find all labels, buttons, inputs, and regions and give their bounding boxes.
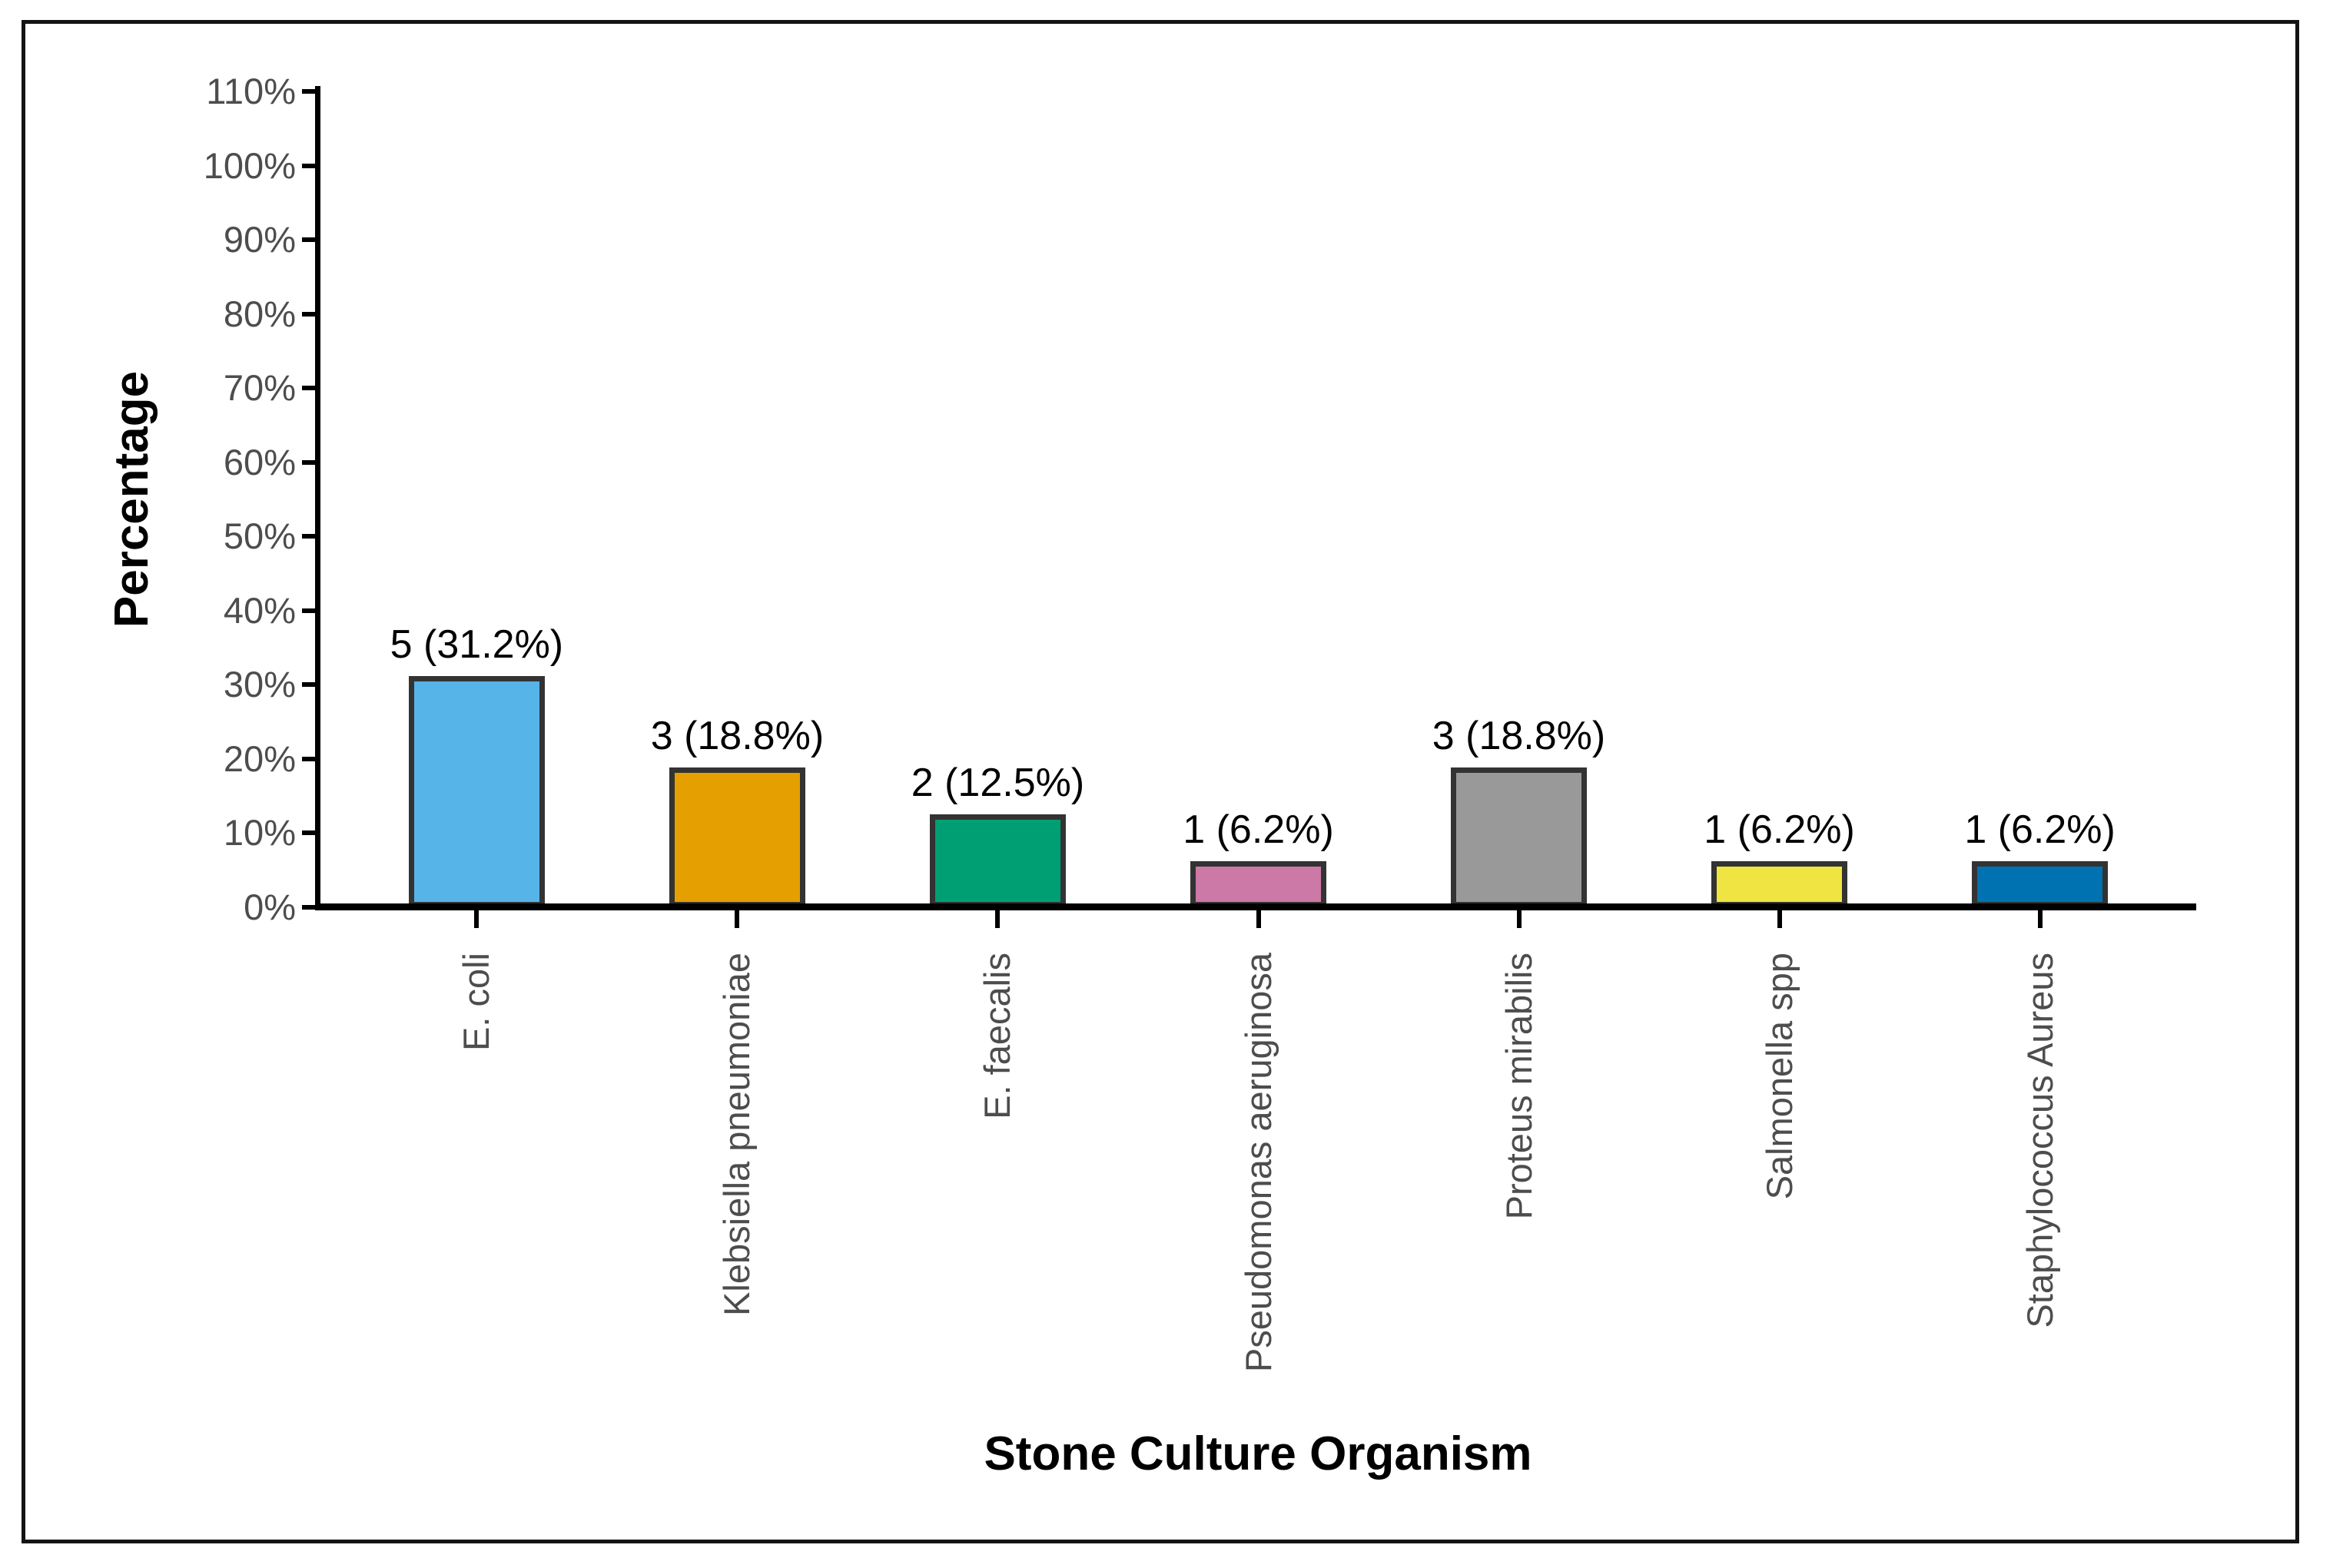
y-tick-label: 90%	[223, 219, 296, 260]
y-tick	[302, 830, 315, 836]
bar-1	[408, 675, 545, 907]
y-tick-label: 0%	[244, 887, 296, 927]
y-tick	[302, 682, 315, 688]
bar-value-label: 2 (12.5%)	[911, 761, 1085, 806]
bar-5	[1451, 767, 1588, 907]
bar-3	[929, 814, 1066, 907]
x-tick-label: Pseudomonas aeruginosa	[1237, 953, 1279, 1373]
bar-value-label: 1 (6.2%)	[1183, 807, 1334, 853]
x-tick-label: E. faecalis	[977, 953, 1018, 1119]
y-tick-label: 50%	[223, 515, 296, 557]
y-tick	[302, 311, 315, 317]
y-tick-label: 80%	[223, 293, 296, 334]
y-tick-label: 40%	[223, 589, 296, 631]
x-tick-label: Staphylococcus Aureus	[2019, 953, 2060, 1328]
x-tick	[1777, 908, 1782, 928]
x-tick	[2037, 908, 2043, 928]
x-tick	[1256, 908, 1261, 928]
x-tick-label: Klebsiella pneumoniae	[716, 953, 758, 1316]
y-tick-label: 110%	[206, 71, 296, 111]
y-tick	[302, 756, 315, 761]
y-axis-line	[315, 86, 320, 907]
y-tick-label: 100%	[203, 144, 296, 186]
bar-value-label: 3 (18.8%)	[650, 714, 825, 759]
y-tick-label: 70%	[223, 367, 296, 409]
bar-value-label: 5 (31.2%)	[390, 622, 564, 667]
y-tick	[302, 163, 315, 168]
bar-value-label: 1 (6.2%)	[1964, 807, 2116, 853]
y-tick	[302, 237, 315, 243]
x-tick-label: Proteus mirabilis	[1498, 953, 1539, 1220]
bar-value-label: 3 (18.8%)	[1432, 714, 1606, 759]
bar-4	[1190, 861, 1326, 907]
x-tick-label: Salmonella spp	[1758, 953, 1800, 1200]
x-tick-label: E. coli	[456, 953, 497, 1051]
bar-6	[1711, 861, 1848, 907]
y-tick	[302, 608, 315, 613]
x-tick	[474, 908, 480, 928]
x-tick	[735, 908, 740, 928]
x-axis-line	[315, 903, 2196, 910]
y-tick-label: 10%	[223, 812, 296, 854]
bar-value-label: 1 (6.2%)	[1704, 807, 1855, 853]
y-tick	[302, 386, 315, 391]
bar-7	[1972, 861, 2109, 907]
y-tick-label: 60%	[223, 441, 296, 482]
bar-2	[669, 767, 805, 907]
y-tick-label: 30%	[223, 664, 296, 705]
figure-border-frame	[22, 20, 2299, 1543]
x-axis-title: Stone Culture Organism	[984, 1427, 1532, 1480]
y-tick	[302, 534, 315, 539]
x-tick	[1516, 908, 1522, 928]
y-tick	[302, 459, 315, 465]
x-tick	[995, 908, 1001, 928]
y-tick-label: 20%	[223, 738, 296, 779]
y-tick	[302, 905, 315, 910]
y-tick	[302, 89, 315, 94]
